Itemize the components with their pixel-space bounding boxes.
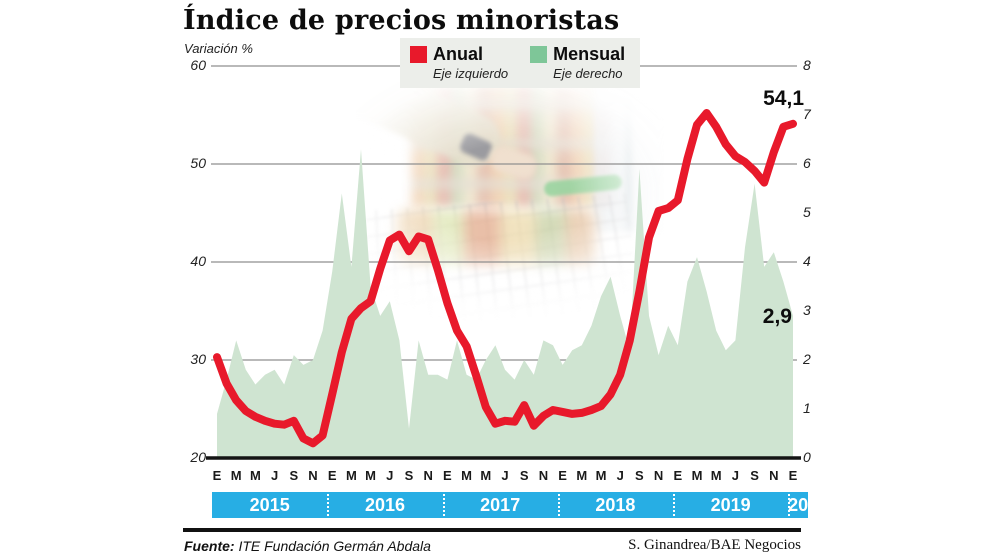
right-axis-tick: 3 — [803, 302, 811, 318]
month-tick-label: N — [308, 468, 318, 483]
legend-item-anual: Anual Eje izquierdo — [410, 44, 508, 88]
year-separator — [327, 494, 330, 516]
month-tick-label: M — [691, 468, 703, 483]
month-tick-label: E — [443, 468, 452, 483]
month-tick-label: S — [750, 468, 759, 483]
page-title: Índice de precios minoristas — [183, 5, 620, 36]
mensual-area-series — [217, 149, 793, 459]
month-tick-label: M — [461, 468, 473, 483]
right-axis-tick: 0 — [803, 449, 811, 465]
mensual-end-value: 2,9 — [762, 305, 792, 328]
year-label: 2017 — [480, 494, 521, 515]
right-axis-tick: 7 — [803, 106, 811, 122]
left-axis-tick: 60 — [190, 57, 206, 73]
legend: Anual Eje izquierdo Mensual Eje derecho — [400, 38, 640, 88]
year-label: 20 — [788, 494, 809, 515]
month-tick-label: M — [595, 468, 607, 483]
source-line: Fuente: ITE Fundación Germán Abdala — [184, 538, 431, 554]
month-tick-label: J — [270, 468, 279, 483]
anual-swatch-icon — [410, 46, 427, 63]
month-tick-label: M — [480, 468, 492, 483]
right-axis-tick: 8 — [803, 57, 811, 73]
right-axis-tick: 1 — [803, 400, 811, 416]
month-tick-label: S — [519, 468, 529, 483]
credit-line: S. Ginandrea/BAE Negocios — [628, 537, 801, 553]
source-text: ITE Fundación Germán Abdala — [238, 538, 431, 554]
month-tick-label: M — [576, 468, 588, 483]
month-tick-label: J — [501, 468, 509, 483]
left-axis-tick: 30 — [190, 351, 206, 367]
anual-end-value: 54,1 — [763, 87, 804, 110]
source-label: Fuente: — [184, 538, 235, 554]
legend-item-mensual: Mensual Eje derecho — [530, 44, 625, 88]
year-band: 2015 2016 2017 2018 2019 20 — [212, 492, 808, 518]
year-separator — [673, 494, 675, 516]
month-tick-label: J — [731, 468, 739, 483]
legend-sublabel-mensual: Eje derecho — [553, 66, 623, 81]
month-tick-label: E — [788, 468, 798, 483]
right-axis-tick: 4 — [803, 253, 811, 269]
legend-sublabel-anual: Eje izquierdo — [433, 66, 509, 81]
month-tick-label: M — [230, 468, 242, 483]
month-tick-label: E — [327, 468, 337, 483]
left-axis-tick: 50 — [190, 155, 206, 171]
year-separator — [557, 494, 560, 516]
month-tick-label: E — [212, 468, 222, 483]
year-separator — [442, 494, 445, 516]
legend-label-anual: Anual — [433, 44, 484, 64]
month-tick-label: N — [423, 468, 433, 483]
right-axis-tick: 6 — [803, 155, 811, 171]
year-label: 2015 — [249, 494, 290, 515]
month-tick-label: N — [653, 468, 664, 483]
month-tick-label: N — [769, 468, 779, 483]
left-axis-tick: 20 — [190, 449, 206, 465]
month-tick-label: M — [249, 468, 261, 483]
legend-label-mensual: Mensual — [553, 44, 626, 64]
month-tick-label: S — [289, 468, 299, 483]
left-axis-tick: 40 — [190, 253, 206, 269]
month-tick-label: N — [538, 468, 549, 483]
year-separator — [788, 494, 791, 516]
month-tick-label: E — [558, 468, 567, 483]
year-label: 2019 — [710, 494, 751, 515]
month-tick-label: M — [365, 468, 377, 483]
month-tick-label: M — [710, 468, 722, 483]
right-axis-tick: 2 — [803, 351, 811, 367]
right-axis-tick: 5 — [803, 204, 811, 220]
month-tick-label: M — [345, 468, 357, 483]
month-tick-label: J — [616, 468, 624, 483]
month-tick-label: E — [673, 468, 683, 483]
month-tick-label: J — [386, 468, 394, 483]
month-tick-label: S — [404, 468, 414, 483]
year-label: 2016 — [364, 494, 405, 515]
axis-units-label: Variación % — [184, 41, 253, 56]
month-tick-label: S — [635, 468, 644, 483]
mensual-swatch-icon — [530, 46, 548, 63]
footer-rule — [183, 528, 801, 532]
anual-line-series — [213, 109, 797, 448]
year-label: 2018 — [595, 494, 636, 515]
